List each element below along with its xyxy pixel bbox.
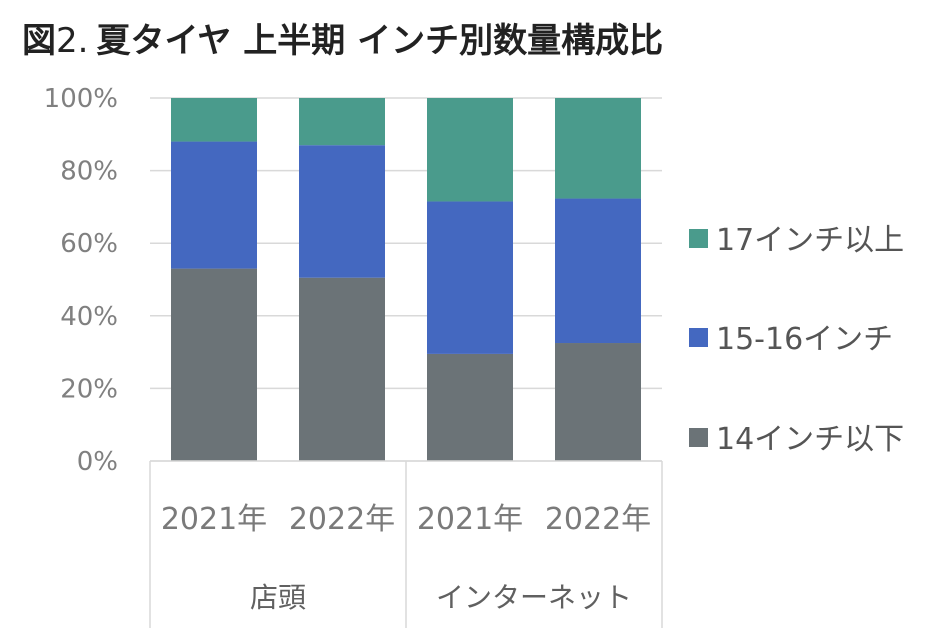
bar-stacks xyxy=(171,98,641,461)
bar-segment xyxy=(171,268,257,461)
bar-segment xyxy=(171,98,257,142)
legend-swatch xyxy=(689,328,708,347)
x-category-label: 2021年 xyxy=(417,502,523,537)
bar-segment xyxy=(555,98,641,199)
x-group-label: インターネット xyxy=(436,581,632,614)
chart-title-main: 夏タイヤ 上半期 インチ別数量構成比 xyxy=(96,21,663,61)
bar-segment xyxy=(427,353,513,461)
bar-segment xyxy=(299,145,385,278)
y-tick-label: 40% xyxy=(60,302,118,332)
bar-segment xyxy=(299,98,385,146)
bar-segment xyxy=(427,201,513,354)
legend: 17インチ以上 15-16インチ 14インチ以下 xyxy=(689,223,904,457)
chart-title: 図2. 夏タイヤ 上半期 インチ別数量構成比 xyxy=(22,21,663,61)
bar-segment xyxy=(427,98,513,202)
bar-segment xyxy=(171,141,257,269)
legend-swatch xyxy=(689,229,708,248)
bar-segment xyxy=(555,198,641,344)
chart-title-number: 2. xyxy=(56,21,88,61)
legend-label: 15-16インチ xyxy=(716,322,893,357)
y-tick-label: 100% xyxy=(44,84,118,114)
bar-segment xyxy=(555,343,641,461)
y-axis-ticks: 0% 20% 40% 60% 80% 100% xyxy=(44,84,118,477)
y-tick-label: 20% xyxy=(60,374,118,404)
bar-segment xyxy=(299,277,385,461)
x-category-label: 2022年 xyxy=(289,502,395,537)
y-tick-label: 0% xyxy=(77,447,118,477)
x-category-label: 2021年 xyxy=(161,502,267,537)
chart-title-prefix: 図 xyxy=(22,21,56,61)
y-tick-label: 60% xyxy=(60,229,118,259)
x-category-label: 2022年 xyxy=(545,502,651,537)
legend-label: 14インチ以下 xyxy=(716,422,904,457)
x-group-label: 店頭 xyxy=(250,581,306,614)
y-tick-label: 80% xyxy=(60,157,118,187)
legend-label: 17インチ以上 xyxy=(716,223,904,258)
legend-swatch xyxy=(689,428,708,447)
